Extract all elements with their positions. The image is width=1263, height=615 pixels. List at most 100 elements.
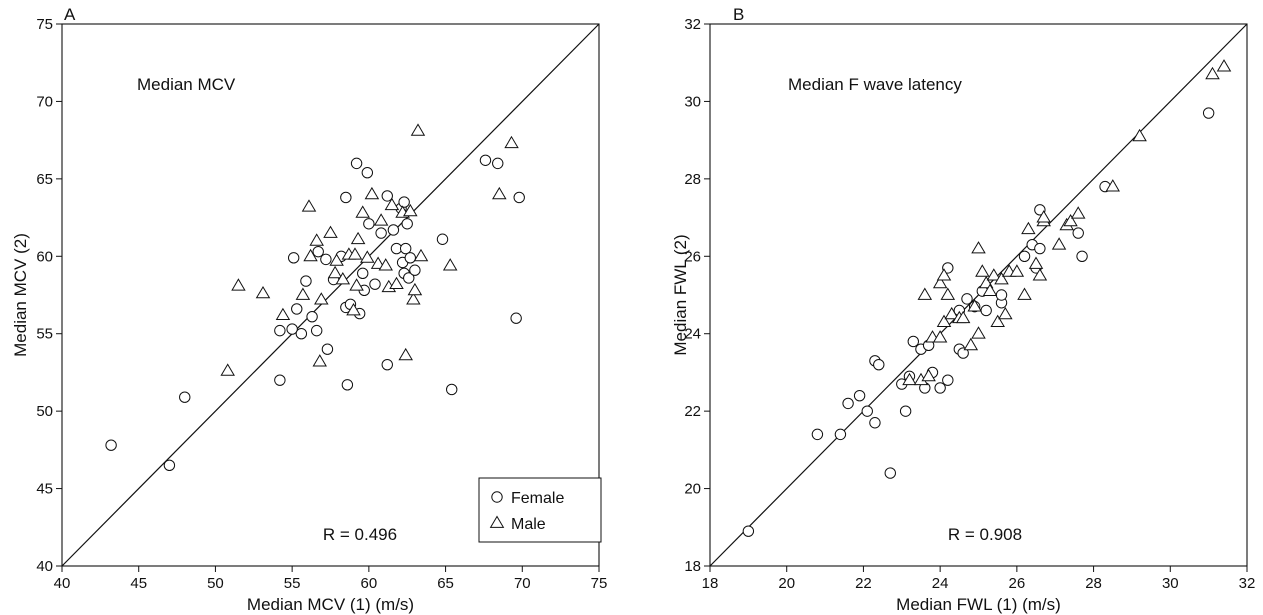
data-point-male — [1028, 256, 1044, 269]
legend-box — [478, 477, 602, 543]
panel-letter: B — [733, 5, 744, 24]
data-point-male — [327, 265, 343, 279]
x-tick-label: 26 — [1009, 575, 1026, 592]
identity-line — [61, 23, 600, 567]
data-point-female — [361, 166, 374, 179]
data-point-female — [853, 389, 866, 402]
y-tick-label: 70 — [36, 93, 53, 110]
data-point-female — [295, 328, 308, 340]
data-point-male — [364, 186, 380, 200]
data-point-male — [990, 314, 1005, 327]
y-tick-label: 60 — [36, 248, 53, 265]
plot-frame — [709, 23, 1248, 567]
y-tick-label: 55 — [36, 326, 53, 343]
data-point-male — [975, 264, 990, 277]
data-point-male — [504, 135, 519, 149]
data-point-female — [869, 417, 881, 429]
data-point-male — [932, 330, 948, 343]
x-tick-label: 65 — [437, 575, 454, 592]
data-point-male — [936, 314, 952, 327]
data-point-female — [492, 157, 504, 170]
data-point-female — [961, 293, 973, 305]
data-point-male — [329, 253, 344, 266]
data-point-male — [986, 268, 1002, 281]
data-point-female — [884, 467, 896, 479]
data-point-female — [375, 227, 387, 239]
data-point-male — [982, 283, 998, 296]
data-point-female — [1072, 227, 1084, 239]
data-point-male — [1017, 287, 1032, 300]
data-point-male — [220, 363, 235, 376]
data-point-female — [934, 382, 946, 394]
x-tick-label: 32 — [1239, 575, 1256, 592]
data-point-female — [398, 196, 410, 208]
data-point-male — [406, 292, 421, 305]
data-point-male — [275, 307, 291, 320]
data-point-female — [320, 253, 332, 266]
data-point-female — [274, 374, 286, 386]
x-tick-label: 60 — [361, 575, 378, 592]
data-point-male — [1032, 268, 1048, 281]
legend-marker-triangle — [489, 515, 505, 528]
data-point-male — [413, 248, 429, 262]
data-point-female — [179, 391, 191, 403]
data-point-male — [1009, 264, 1025, 277]
data-point-male — [323, 225, 338, 238]
y-tick-label: 22 — [684, 403, 701, 420]
data-point-female — [404, 252, 416, 264]
data-point-male — [1051, 237, 1067, 250]
data-point-female — [834, 428, 847, 441]
data-point-male — [295, 287, 311, 300]
data-point-male — [963, 337, 979, 351]
data-point-female — [409, 264, 421, 276]
y-tick-label: 50 — [36, 403, 53, 420]
data-point-male — [346, 303, 361, 316]
data-point-female — [942, 374, 954, 386]
legend-marker-circle — [491, 491, 503, 503]
data-point-male — [998, 306, 1013, 320]
data-point-male — [335, 272, 351, 285]
data-point-male — [301, 199, 317, 212]
data-point-female — [811, 428, 824, 441]
data-point-female — [291, 303, 303, 315]
data-point-male — [967, 299, 982, 312]
panel-letter: A — [64, 5, 76, 24]
data-point-male — [902, 372, 917, 386]
x-tick-label: 18 — [702, 575, 719, 592]
x-axis-label: Median FWL (1) (m/s) — [896, 595, 1061, 614]
data-point-female — [163, 459, 176, 472]
y-axis-label: Median MCV (2) — [11, 233, 30, 357]
scatter-panel-a: 40 45 50 55 60 65 70 75 40 45 50 55 60 65 70 75 Median M… — [11, 5, 607, 614]
data-point-male — [971, 326, 986, 339]
data-point-male — [921, 368, 936, 382]
x-tick-label: 24 — [932, 575, 949, 592]
data-point-female — [340, 191, 352, 204]
panel-title: Median F wave latency — [788, 75, 962, 94]
data-point-male — [1105, 179, 1120, 192]
y-tick-label: 26 — [684, 248, 701, 265]
data-point-male — [384, 197, 400, 211]
data-point-female — [363, 218, 375, 230]
data-point-male — [407, 282, 423, 296]
data-point-male — [389, 276, 404, 289]
y-tick-label: 40 — [36, 558, 53, 575]
data-point-male — [312, 354, 327, 367]
data-point-male — [944, 306, 959, 320]
data-point-female — [861, 405, 873, 417]
y-tick-label: 28 — [684, 171, 701, 188]
data-point-female — [321, 343, 334, 355]
data-point-male — [1036, 210, 1051, 223]
data-point-female — [274, 324, 286, 337]
y-tick-label: 65 — [36, 171, 53, 188]
data-point-male — [940, 287, 956, 300]
x-tick-label: 30 — [1162, 575, 1179, 592]
data-point-male — [360, 250, 375, 263]
data-point-male — [370, 256, 386, 269]
data-point-male — [350, 231, 366, 245]
y-tick-label: 45 — [36, 481, 53, 498]
data-point-female — [350, 157, 363, 170]
data-point-female — [401, 218, 413, 230]
data-point-female — [446, 383, 458, 396]
panel-title: Median MCV — [137, 75, 236, 94]
data-point-male — [309, 233, 324, 246]
